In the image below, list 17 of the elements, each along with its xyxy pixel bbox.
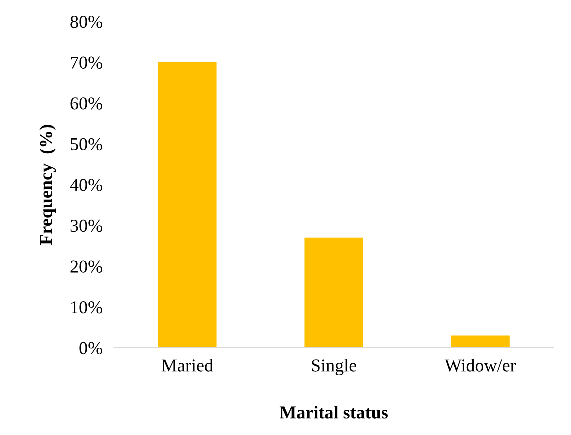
y-tick-label: 30% — [70, 220, 102, 232]
x-tick-label: Single — [312, 359, 356, 376]
y-tick-label: 0% — [80, 342, 102, 354]
y-axis-title: Frequency (%) — [40, 125, 56, 246]
y-tick-label: 50% — [71, 138, 102, 151]
y-tick-label: 80% — [70, 16, 102, 28]
y-tick-label: 10% — [72, 301, 102, 314]
y-tick-label: 60% — [70, 98, 102, 110]
y-tick-label: 70% — [71, 56, 102, 70]
bar — [304, 238, 364, 348]
y-tick-label: 20% — [70, 260, 102, 273]
x-tick-label: Maried — [162, 359, 214, 372]
bar — [158, 62, 217, 348]
x-tick-label: Widow/er — [444, 359, 516, 372]
y-tick-label: 40% — [70, 179, 102, 192]
bar — [451, 336, 510, 348]
x-axis-title: Marital status — [280, 406, 388, 419]
